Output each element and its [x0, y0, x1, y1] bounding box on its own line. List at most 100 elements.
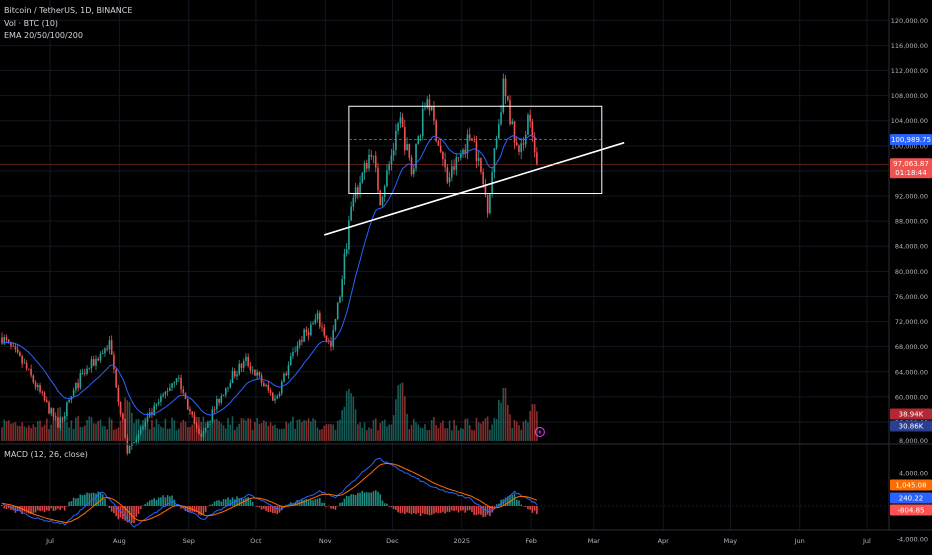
candle-body: [337, 303, 339, 319]
macd-histogram-bar: [160, 497, 162, 506]
volume-bar: [71, 420, 73, 441]
candle-body: [84, 373, 86, 374]
macd-histogram-bar: [426, 506, 428, 514]
volume-bar: [19, 426, 21, 441]
macd-histogram-bar: [453, 506, 455, 511]
candle-body: [263, 383, 265, 386]
candle-body: [129, 446, 131, 453]
volume-bar: [158, 424, 160, 441]
candle-body: [373, 156, 375, 157]
candle-body: [335, 319, 337, 330]
volume-bar: [308, 418, 310, 441]
macd-histogram-bar: [458, 506, 460, 512]
candle-body: [456, 157, 458, 170]
macd-histogram-bar: [156, 500, 158, 506]
macd-panel: [0, 458, 889, 527]
volume-legend[interactable]: Vol · BTC (10): [4, 19, 58, 28]
current-price-badge-label: 01:18:44: [895, 169, 927, 177]
ema-legend[interactable]: EMA 20/50/100/200: [4, 31, 83, 40]
macd-histogram-bar: [46, 506, 48, 510]
macd-histogram-bar: [109, 506, 111, 508]
macd-histogram-bar: [391, 506, 393, 507]
volume-bar: [129, 402, 131, 441]
volume-bar: [39, 421, 41, 441]
signal-line: [2, 463, 537, 522]
volume-bar: [185, 422, 187, 441]
macd-histogram-bar: [330, 506, 332, 509]
volume-bar: [236, 427, 238, 441]
volume-bar: [218, 421, 220, 441]
volume-bar: [113, 430, 115, 441]
macd-legend[interactable]: MACD (12, 26, close): [4, 450, 88, 459]
symbol-legend[interactable]: Bitcoin / TetherUS, 1D, BINANCE: [4, 6, 132, 15]
volume-bar: [449, 421, 451, 441]
macd-histogram-bar: [135, 506, 137, 517]
macd-histogram-bar: [221, 502, 223, 506]
macd-histogram-bar: [265, 506, 267, 511]
candle-body: [520, 143, 522, 152]
candle-body: [494, 148, 496, 172]
macd-histogram-bar: [382, 501, 384, 506]
price-tick-label: 116,000.00: [891, 42, 928, 50]
volume-bar: [17, 426, 19, 441]
volume-bar: [133, 423, 135, 441]
volume-bar: [328, 424, 330, 441]
volume-bar: [350, 393, 352, 441]
candle-body: [245, 357, 247, 361]
volume-bar: [487, 416, 489, 441]
candle-body: [511, 121, 513, 124]
volume-bar: [33, 424, 35, 441]
candle-body: [353, 198, 355, 207]
macd-badge-macd-label: 240.22: [899, 495, 924, 503]
candle-body: [57, 417, 59, 427]
volume-bar: [485, 418, 487, 441]
time-tick-label: 2025: [454, 537, 471, 545]
volume-bar: [496, 419, 498, 441]
macd-histogram-bar: [68, 502, 70, 506]
candle-body: [21, 356, 23, 364]
volume-bar: [12, 423, 14, 441]
macd-histogram-bar: [153, 498, 155, 506]
macd-histogram-bar: [379, 494, 381, 506]
candles[interactable]: [1, 73, 537, 455]
macd-histogram-bar: [485, 506, 487, 517]
macd-histogram-bar: [169, 496, 171, 506]
macd-histogram-bar: [261, 506, 263, 510]
volume-bar: [301, 422, 303, 441]
candle-body: [516, 142, 518, 145]
candle-body: [294, 352, 296, 353]
macd-histogram-bar: [388, 506, 390, 507]
volume-bar: [476, 418, 478, 441]
volume-bar: [294, 429, 296, 441]
volume-bar: [10, 424, 12, 441]
candle-body: [476, 141, 478, 161]
macd-histogram-bar: [532, 506, 534, 513]
candle-body: [259, 372, 261, 375]
candle-body: [19, 352, 21, 356]
candle-body: [24, 363, 26, 364]
volume-bar: [97, 421, 99, 441]
candle-body: [478, 158, 480, 161]
macd-histogram-bar: [353, 494, 355, 506]
candle-body: [467, 134, 469, 153]
candle-body: [111, 340, 113, 355]
candle-body: [395, 131, 397, 150]
volume-bar: [91, 417, 93, 441]
candle-body: [458, 157, 460, 158]
candle-body: [299, 340, 301, 346]
macd-histogram-bar: [218, 500, 220, 506]
volume-bar: [453, 420, 455, 441]
volume-bar: [500, 403, 502, 441]
macd-histogram-bar: [332, 506, 334, 509]
macd-histogram-bar: [256, 506, 258, 507]
macd-histogram-bar: [384, 503, 386, 506]
macd-histogram-bar: [377, 492, 379, 506]
candle-body: [46, 400, 48, 402]
volume-bar: [433, 417, 435, 441]
volume-bar: [73, 429, 75, 441]
macd-histogram-bar: [319, 498, 321, 506]
candle-body: [386, 170, 388, 186]
